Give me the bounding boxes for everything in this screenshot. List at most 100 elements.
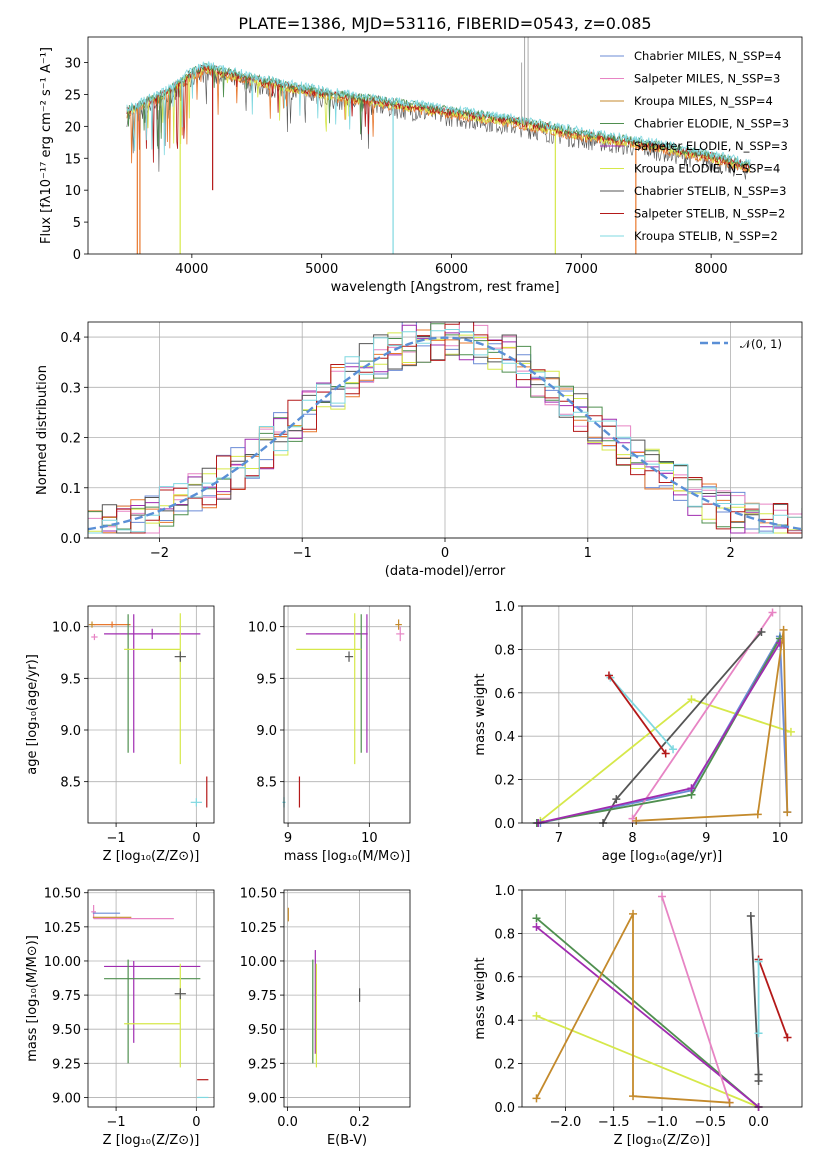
y-tick-label: 0.4 [494,1014,515,1029]
axes-frame [521,605,803,824]
y-tick-label: 8.5 [60,776,81,791]
x-axis-label: mass [log₁₀(M/M⊙)] [284,849,411,864]
weight-vs-age-panel: 7 8 9 10 0.0 0.2 0.4 0.6 0.8 1.0 age [log₁₀(age/yr… [473,600,803,864]
residuals-panel: −2 −1 0 1 2 0.0 0.1 0.2 0.3 0.4 (data-model)/error… [35,321,803,579]
plus-marker [632,816,641,825]
plus-marker [754,1076,763,1085]
y-tick-label: 10.0 [52,621,81,636]
plus-marker [753,810,762,819]
x-tick-label: −2 [150,546,169,561]
y-tick-label: 1.0 [494,884,515,899]
x-tick-label: 8000 [695,262,728,277]
y-tick-label: 10.25 [44,921,81,936]
plus-marker [661,749,670,758]
y-tick-label: 0.2 [494,774,515,789]
weight-series-line [636,629,789,822]
y-tick-label: 1.0 [494,600,515,615]
y-tick-label: 0.8 [494,927,515,942]
weight-series-line [539,698,792,822]
x-tick-label: 7 [555,831,563,846]
x-axis-label: Z [log₁₀(Z/Z⊙)] [103,1133,200,1148]
x-tick-label: 0 [192,1115,200,1130]
x-tick-label: 9 [284,831,292,846]
y-tick-label: 10.00 [240,955,277,970]
weight-series-line [608,674,667,755]
histograms [88,322,802,534]
plus-marker [629,1092,638,1101]
y-tick-label: 9.25 [52,1057,81,1072]
y-tick-label: 9.50 [248,1023,277,1038]
legend-entry: Kroupa ELODIE, N_SSP=4 [634,162,780,176]
x-tick-label: −1.0 [646,1115,678,1130]
y-tick-label: 10.50 [240,887,277,902]
y-tick-label: 0.8 [494,643,515,658]
y-axis-label: age [log₁₀(age/yr)] [25,654,40,775]
axes-frame [283,605,411,824]
plus-marker [604,671,613,680]
x-axis-label: Z [log₁₀(Z/Z⊙)] [103,849,200,864]
x-tick-label: 0 [192,831,200,846]
plus-marker [786,727,795,736]
y-tick-label: 0.2 [60,432,81,447]
axes-frame [521,889,803,1108]
x-tick-label: 5000 [305,262,338,277]
axes-frame [87,889,215,1108]
y-tick-label: 0.0 [494,817,515,832]
plus-marker [768,608,777,617]
x-tick-label: 8 [628,831,636,846]
plus-marker [532,914,541,923]
y-tick-label: 9.00 [248,1091,277,1106]
plus-marker [629,909,638,918]
legend-entry: Kroupa MILES, N_SSP=4 [634,94,773,108]
weight-series-line [535,913,730,1104]
x-axis-label: E(B-V) [327,1133,367,1148]
mass-vs-metallicity-panel: −1 0 9.00 9.25 9.50 9.75 10.00 10.25 10.50 Z [log… [25,887,215,1148]
x-tick-label: 2 [726,546,734,561]
y-tick-label: 0.2 [494,1058,515,1073]
y-tick-label: 10.0 [248,621,277,636]
plus-marker [687,695,696,704]
x-axis-label: Z [log₁₀(Z/Z⊙)] [614,1133,711,1148]
x-tick-label: −2.0 [550,1115,582,1130]
age-vs-mass-panel: 9 10 8.5 9.0 9.5 10.0 mass [log₁₀(M/M⊙)] [248,605,411,864]
plus-marker [532,1094,541,1103]
y-tick-label: 15 [64,152,81,167]
residual-histogram [88,329,802,534]
age-vs-metallicity-panel: −1 0 8.5 9.0 9.5 10.0 Z [log₁₀(Z/Z⊙)] age [log₁… [25,605,215,864]
y-tick-label: 0.4 [60,331,81,346]
y-tick-label: 0.1 [60,482,81,497]
legend-entry: Salpeter ELODIE, N_SSP=3 [634,139,788,153]
plus-marker [532,1011,541,1020]
y-tick-label: 9.0 [60,724,81,739]
x-tick-label: 6000 [435,262,468,277]
y-tick-label: 0.6 [494,687,515,702]
x-tick-label: −1 [107,1115,126,1130]
plus-marker [783,808,792,817]
plus-marker [754,1029,763,1038]
x-tick-label: 9 [702,831,710,846]
y-tick-label: 0 [73,248,81,263]
plus-marker [612,795,621,804]
weight-series-line [602,631,763,824]
y-tick-label: 0.0 [494,1101,515,1116]
axes-frame [87,36,803,255]
y-tick-label: 10.50 [44,887,81,902]
x-axis-label: (data-model)/error [385,564,506,579]
plus-marker [658,892,666,901]
legend-entry: Chabrier STELIB, N_SSP=3 [634,184,786,198]
x-tick-label: −1 [107,831,126,846]
y-tick-label: 9.50 [52,1023,81,1038]
plus-marker [754,957,763,966]
gaussian-curve [88,336,802,531]
y-tick-label: 9.75 [52,989,81,1004]
y-tick-label: 9.75 [248,989,277,1004]
spectrum-series-line [126,61,751,166]
axes-frame [87,321,803,539]
y-tick-label: 10.00 [44,955,81,970]
x-tick-label: 0 [441,546,449,561]
weight-series-line [749,915,760,1081]
y-tick-label: 0.6 [494,971,515,986]
legend-entry: Kroupa STELIB, N_SSP=2 [634,229,778,243]
figure-title: PLATE=1386, MJD=53116, FIBERID=0543, z=0… [238,14,651,33]
